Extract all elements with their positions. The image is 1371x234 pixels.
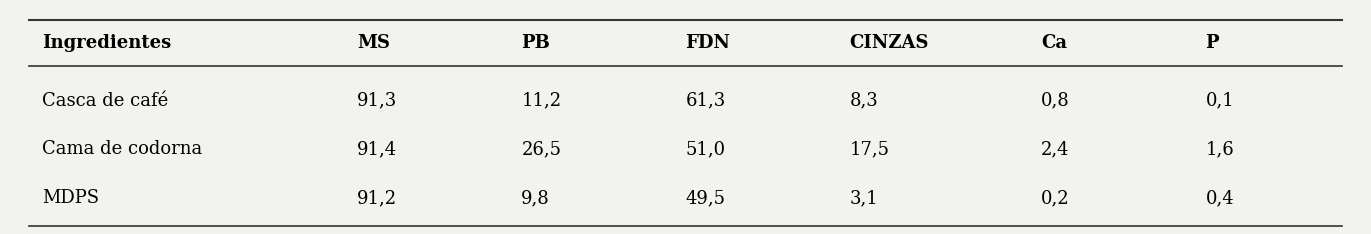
Text: PB: PB — [521, 34, 550, 52]
Text: Cama de codorna: Cama de codorna — [43, 140, 203, 158]
Text: 9,8: 9,8 — [521, 189, 550, 207]
Text: 0,1: 0,1 — [1205, 92, 1234, 110]
Text: 91,3: 91,3 — [356, 92, 398, 110]
Text: 91,2: 91,2 — [356, 189, 398, 207]
Text: CINZAS: CINZAS — [850, 34, 930, 52]
Text: 2,4: 2,4 — [1041, 140, 1069, 158]
Text: 8,3: 8,3 — [850, 92, 879, 110]
Text: 0,2: 0,2 — [1041, 189, 1069, 207]
Text: MS: MS — [356, 34, 391, 52]
Text: 1,6: 1,6 — [1205, 140, 1234, 158]
Text: 3,1: 3,1 — [850, 189, 879, 207]
Text: 91,4: 91,4 — [356, 140, 398, 158]
Text: Casca de café: Casca de café — [43, 92, 169, 110]
Text: Ingredientes: Ingredientes — [43, 34, 171, 52]
Text: 51,0: 51,0 — [686, 140, 725, 158]
Text: 11,2: 11,2 — [521, 92, 562, 110]
Text: 61,3: 61,3 — [686, 92, 725, 110]
Text: Ca: Ca — [1041, 34, 1067, 52]
Text: 49,5: 49,5 — [686, 189, 725, 207]
Text: 0,8: 0,8 — [1041, 92, 1069, 110]
Text: P: P — [1205, 34, 1219, 52]
Text: FDN: FDN — [686, 34, 731, 52]
Text: 17,5: 17,5 — [850, 140, 890, 158]
Text: 26,5: 26,5 — [521, 140, 561, 158]
Text: MDPS: MDPS — [43, 189, 100, 207]
Text: 0,4: 0,4 — [1205, 189, 1234, 207]
